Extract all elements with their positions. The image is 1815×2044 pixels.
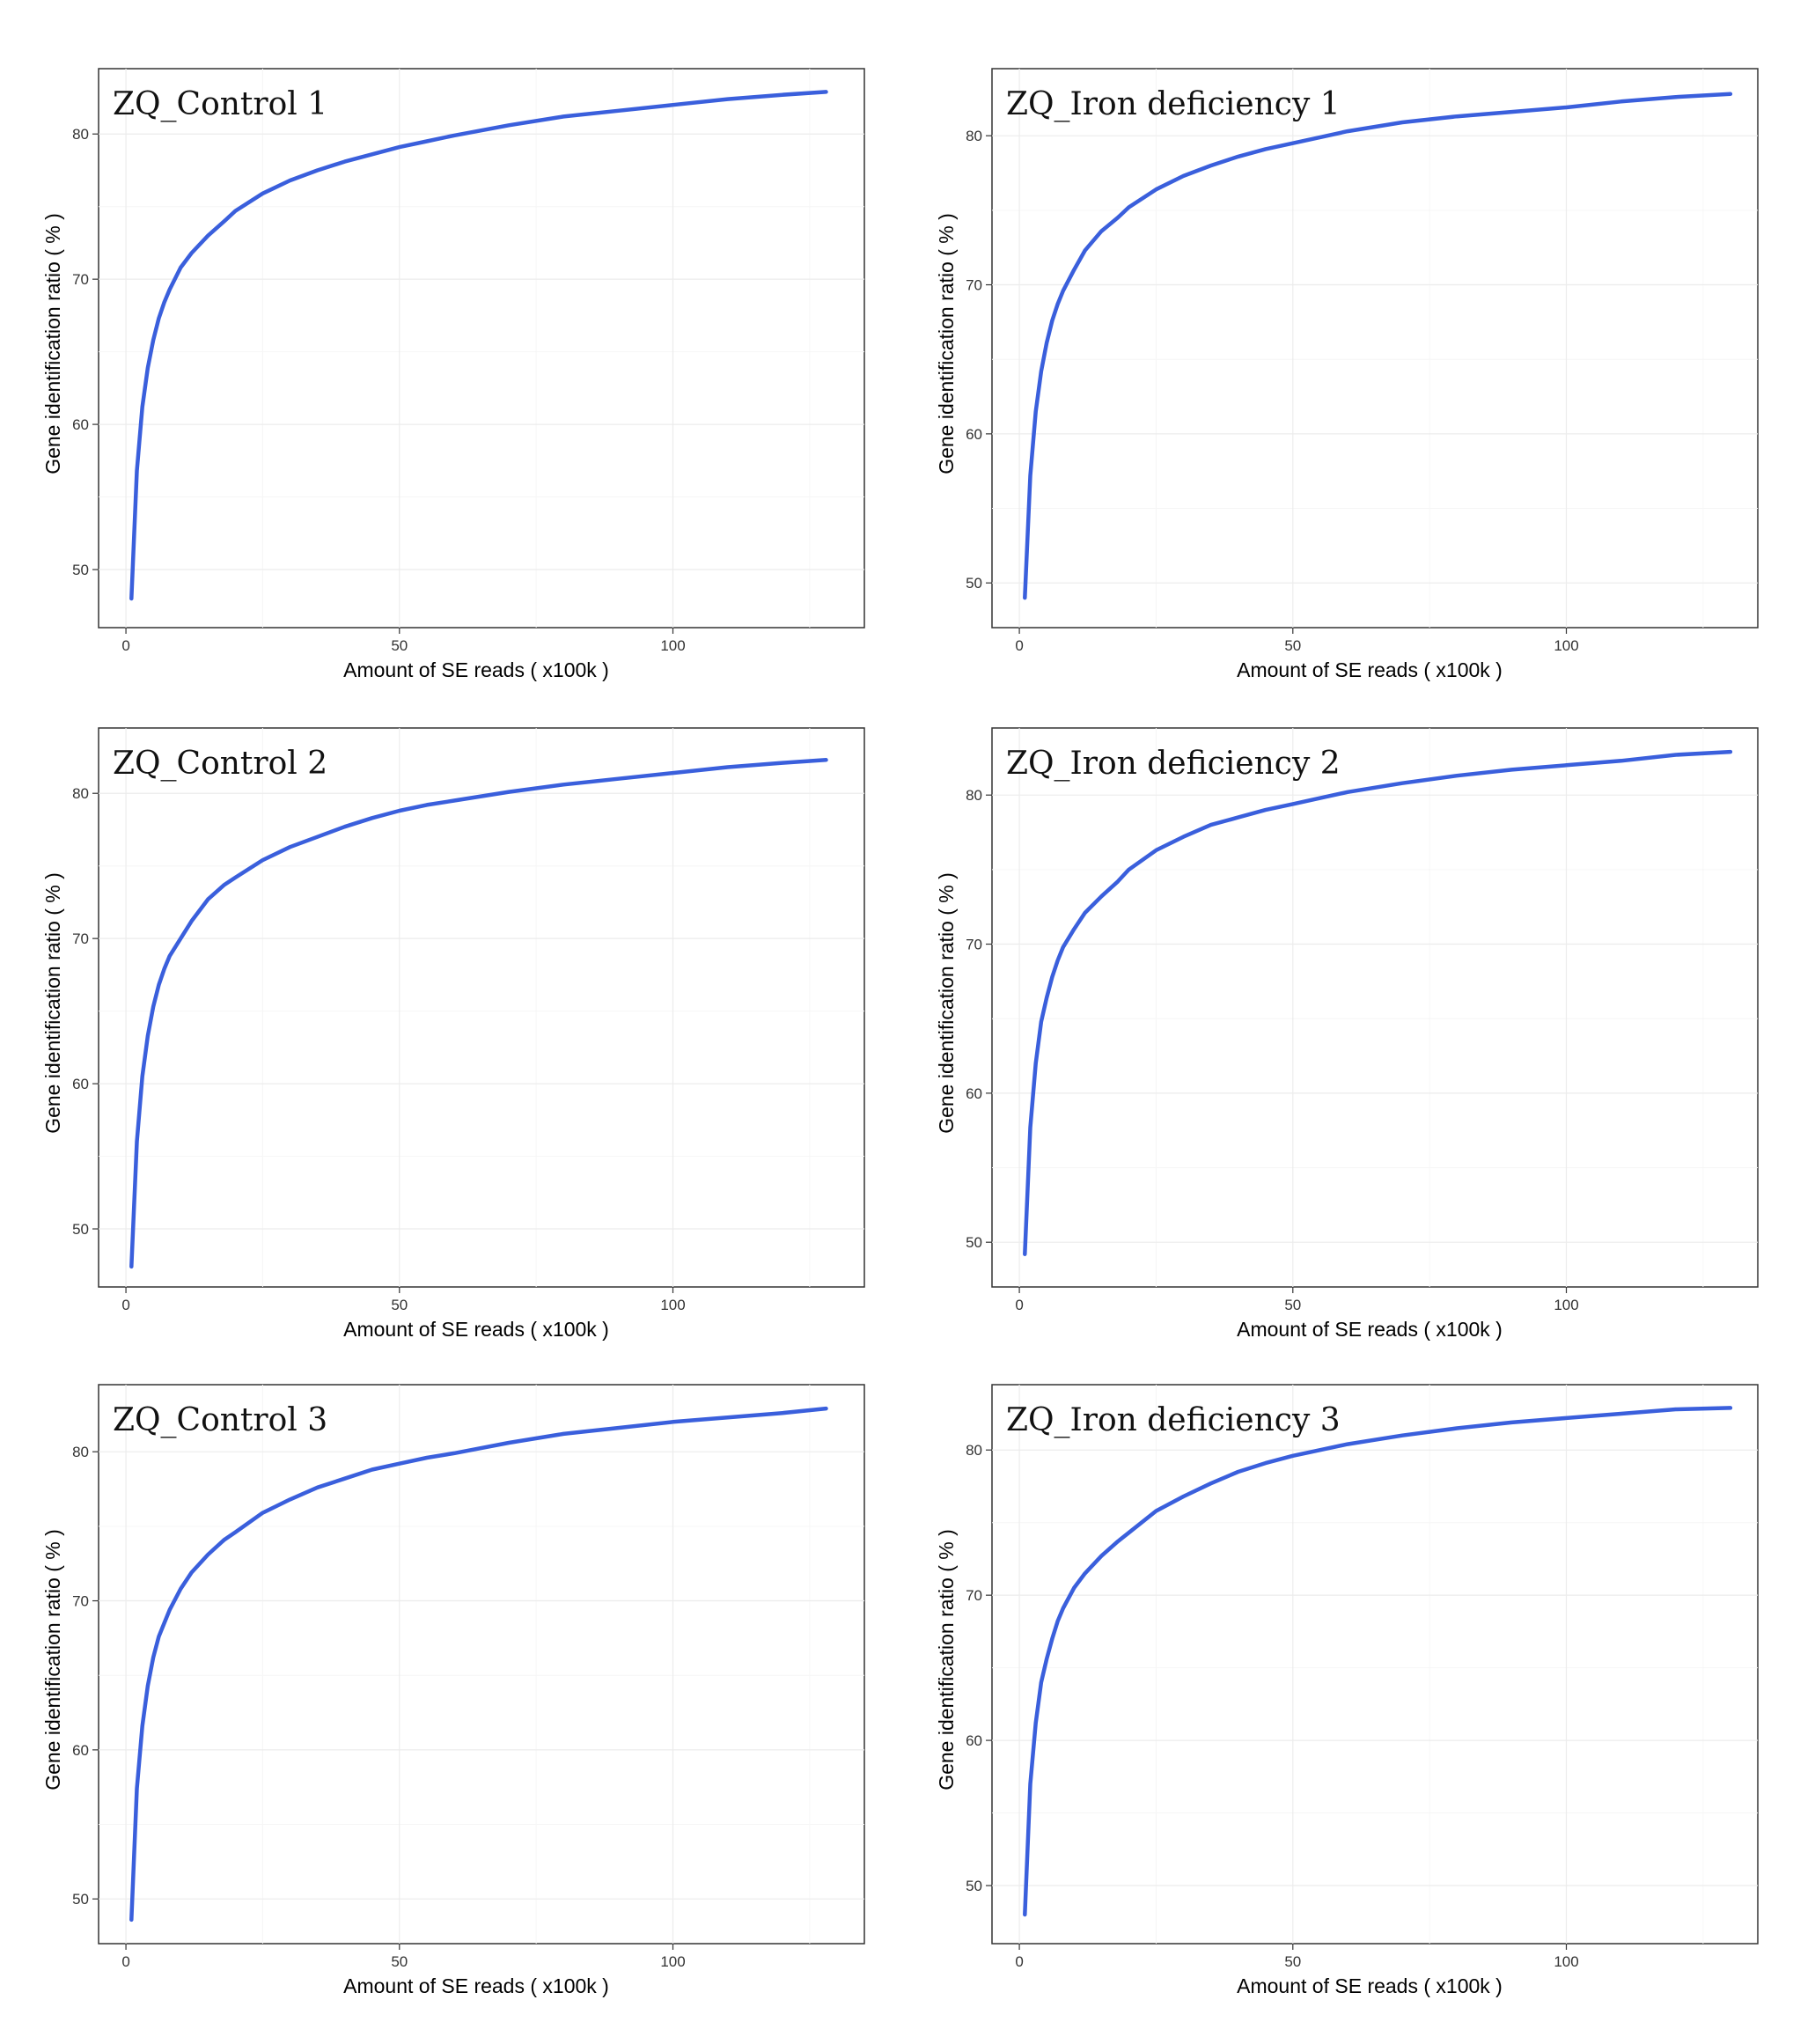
x-tick-label: 50: [391, 1297, 408, 1313]
y-axis-title: Gene identification ratio ( % ): [41, 213, 64, 474]
x-tick-label: 100: [660, 1953, 685, 1970]
plot-area: [991, 68, 1759, 629]
y-tick-label: 60: [966, 426, 982, 443]
x-tick-label: 50: [1284, 1297, 1301, 1313]
x-axis-title: Amount of SE reads ( x100k ): [343, 1318, 609, 1341]
x-tick-label: 100: [1554, 1953, 1578, 1970]
x-tick-label: 100: [660, 637, 685, 654]
x-axis-title: Amount of SE reads ( x100k ): [343, 658, 609, 681]
chart-panel-3: 0 50 100 50 60 70 80 Amount of SE reads ( x100k…: [41, 727, 865, 1341]
y-tick-label: 80: [966, 128, 982, 144]
x-axis-title: Amount of SE reads ( x100k ): [343, 1974, 609, 1997]
saturation-curve: [1023, 92, 1733, 600]
x-tick-label: 50: [391, 1953, 408, 1970]
y-tick-label: 70: [72, 930, 89, 947]
x-axis-title: Amount of SE reads ( x100k ): [1237, 658, 1503, 681]
panel-title: ZQ_Iron deficiency 3: [1006, 1402, 1341, 1438]
y-tick-label: 60: [72, 416, 89, 433]
y-tick-label: 50: [72, 1891, 89, 1908]
y-tick-label: 70: [72, 1593, 89, 1610]
y-tick-label: 60: [72, 1076, 89, 1092]
y-axis-title: Gene identification ratio ( % ): [935, 872, 958, 1134]
x-tick-label: 0: [121, 1953, 129, 1970]
x-tick-label: 0: [121, 1297, 129, 1313]
x-tick-label: 0: [1015, 637, 1023, 654]
y-tick-label: 50: [966, 1234, 982, 1251]
y-tick-label: 70: [966, 277, 982, 294]
plot-area: [991, 727, 1759, 1288]
plot-area: [98, 68, 865, 629]
plot-area: [98, 727, 865, 1288]
y-tick-label: 70: [72, 271, 89, 288]
x-tick-label: 0: [1015, 1297, 1023, 1313]
saturation-curve: [1023, 1406, 1733, 1917]
panel-title: ZQ_Control 2: [113, 746, 327, 782]
panel-title: ZQ_Iron deficiency 1: [1006, 86, 1341, 122]
panel-title: ZQ_Control 1: [113, 86, 327, 122]
saturation-curve: [129, 1406, 828, 1923]
chart-panel-5: 0 50 100 50 60 70 80 Amount of SE reads ( x100k…: [41, 1384, 865, 1997]
chart-panel-6: 0 50 100 50 60 70 80 Amount of SE reads ( x100k…: [935, 1384, 1759, 1997]
x-tick-label: 50: [391, 637, 408, 654]
y-tick-label: 50: [966, 575, 982, 592]
y-tick-label: 80: [966, 787, 982, 804]
y-tick-label: 80: [72, 126, 89, 143]
y-tick-label: 50: [72, 1221, 89, 1238]
y-tick-label: 60: [966, 1085, 982, 1102]
panel-title: ZQ_Iron deficiency 2: [1006, 746, 1341, 782]
x-axis-title: Amount of SE reads ( x100k ): [1237, 1318, 1503, 1341]
y-axis-title: Gene identification ratio ( % ): [935, 213, 958, 474]
saturation-curve: [129, 90, 828, 601]
x-tick-label: 50: [1284, 637, 1301, 654]
y-axis-title: Gene identification ratio ( % ): [41, 872, 64, 1134]
plot-area: [991, 1384, 1759, 1945]
y-tick-label: 70: [966, 1587, 982, 1604]
y-tick-label: 60: [966, 1732, 982, 1749]
x-tick-label: 100: [660, 1297, 685, 1313]
x-tick-label: 0: [1015, 1953, 1023, 1970]
y-axis-title: Gene identification ratio ( % ): [41, 1529, 64, 1790]
y-tick-label: 70: [966, 937, 982, 953]
y-tick-label: 80: [72, 1444, 89, 1460]
y-tick-label: 80: [72, 785, 89, 802]
y-axis-title: Gene identification ratio ( % ): [935, 1529, 958, 1790]
saturation-curve: [129, 758, 828, 1269]
x-tick-label: 100: [1554, 637, 1578, 654]
y-tick-label: 50: [966, 1878, 982, 1894]
y-tick-label: 60: [72, 1742, 89, 1759]
plot-area: [98, 1384, 865, 1945]
x-tick-label: 100: [1554, 1297, 1578, 1313]
chart-panel-1: 0 50 100 50 60 70 80 Amount of SE reads ( x100k…: [41, 68, 865, 681]
panel-title: ZQ_Control 3: [113, 1402, 327, 1438]
y-tick-label: 50: [72, 562, 89, 578]
chart-panel-4: 0 50 100 50 60 70 80 Amount of SE reads ( x100k…: [935, 727, 1759, 1341]
x-axis-title: Amount of SE reads ( x100k ): [1237, 1974, 1503, 1997]
y-tick-label: 80: [966, 1442, 982, 1459]
x-tick-label: 50: [1284, 1953, 1301, 1970]
saturation-curve: [1023, 749, 1733, 1256]
x-tick-label: 0: [121, 637, 129, 654]
chart-panel-2: 0 50 100 50 60 70 80 Amount of SE reads ( x100k…: [935, 68, 1759, 681]
